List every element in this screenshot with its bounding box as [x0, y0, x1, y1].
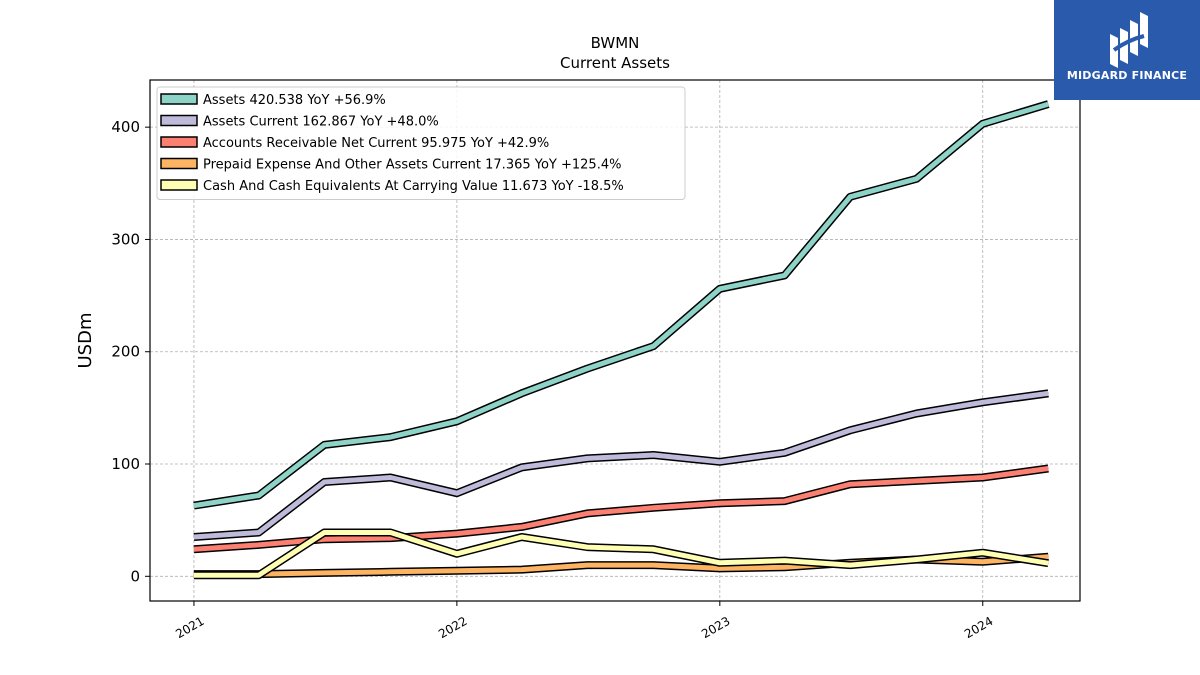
y-tick-label: 0	[130, 567, 140, 585]
legend-label: Assets 420.538 YoY +56.9%	[203, 93, 386, 108]
series-line-1	[193, 389, 1049, 541]
series-line-2	[193, 464, 1049, 554]
y-axis-label: USDm	[75, 313, 96, 369]
brand-name: MIDGARD FINANCE	[1066, 69, 1188, 82]
series-stroke	[193, 466, 1049, 552]
x-tick-label: 2021	[173, 614, 206, 641]
y-tick-label: 200	[111, 343, 140, 361]
legend-swatch	[160, 114, 198, 127]
legend-label: Assets Current 162.867 YoY +48.0%	[203, 115, 439, 130]
legend-box	[156, 86, 686, 200]
brand-logo: MIDGARD FINANCE	[1054, 0, 1200, 100]
legend-label: Cash And Cash Equivalents At Carrying Va…	[203, 179, 624, 194]
x-tick-label: 2024	[962, 614, 995, 641]
series-line-0	[193, 100, 1050, 510]
series-stroke	[193, 101, 1050, 509]
y-tick-label: 300	[111, 230, 140, 248]
legend-swatch	[160, 179, 198, 191]
legend-swatch	[160, 136, 198, 148]
legend-swatch	[160, 93, 198, 105]
legend-label: Accounts Receivable Net Current 95.975 Y…	[203, 136, 549, 151]
chart-title: BWMN	[591, 34, 640, 52]
legend-label: Prepaid Expense And Other Assets Current…	[203, 158, 621, 173]
plot-frame	[149, 79, 1081, 602]
chart-subtitle: Current Assets	[560, 54, 670, 72]
series-stroke	[193, 530, 1049, 578]
y-tick-label: 400	[111, 118, 140, 136]
legend-swatch	[160, 157, 198, 170]
series-line-4	[193, 528, 1049, 580]
x-tick-label: 2023	[699, 614, 732, 641]
y-tick-label: 100	[111, 455, 140, 473]
series-stroke	[193, 390, 1049, 540]
brand-mark-icon	[1110, 12, 1148, 68]
x-tick-label: 2022	[436, 614, 469, 641]
